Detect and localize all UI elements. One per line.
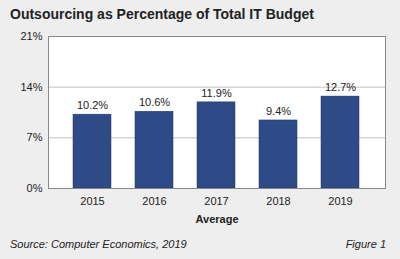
svg-text:2016: 2016 (142, 195, 166, 207)
svg-text:2018: 2018 (266, 195, 290, 207)
html-text:Figure 1: Figure 1 (345, 238, 386, 250)
svg-text:12.7%: 12.7% (325, 81, 356, 93)
svg-text:10.6%: 10.6% (139, 96, 170, 108)
svg-text:2015: 2015 (80, 195, 104, 207)
svg-text:11.9%: 11.9% (201, 87, 232, 99)
svg-text:2017: 2017 (204, 195, 228, 207)
html-text:Outsourcing as Percentage of T: Outsourcing as Percentage of Total IT Bu… (10, 6, 314, 22)
svg-text:21%: 21% (20, 30, 42, 42)
html-text:Source: Computer Economics, 20: Source: Computer Economics, 2019 (10, 238, 187, 250)
svg-text:7%: 7% (27, 131, 43, 143)
svg-text:9.4%: 9.4% (266, 105, 291, 117)
svg-text:Average: Average (195, 213, 238, 225)
svg-text:2019: 2019 (328, 195, 352, 207)
svg-text:0%: 0% (27, 182, 43, 194)
svg-text:10.2%: 10.2% (77, 99, 108, 111)
svg-text:14%: 14% (20, 81, 42, 93)
